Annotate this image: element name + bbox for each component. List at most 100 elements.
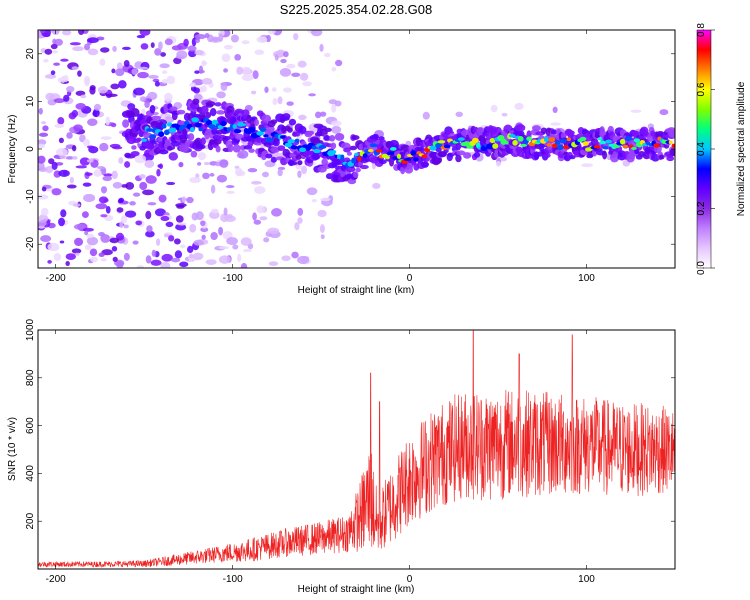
heatmap-cell [158, 149, 169, 155]
heatmap-cell [602, 150, 608, 160]
heatmap-cell [86, 145, 95, 149]
heatmap-cell [443, 144, 451, 149]
heatmap-cell [437, 140, 446, 144]
heatmap-cell [320, 197, 331, 202]
heatmap-cell [105, 205, 111, 214]
heatmap-cell [162, 70, 168, 74]
heatmap-cell [241, 40, 250, 45]
heatmap-cell [200, 105, 209, 115]
heatmap-cell [346, 151, 352, 156]
snr-panel: -200 -100 0 100 200 400 600 800 1000 Height of … [7, 318, 676, 595]
heatmap-cell [396, 153, 402, 159]
heatmap-cell [187, 133, 195, 141]
heatmap-cell [105, 93, 118, 98]
heatmap-cell [234, 133, 244, 140]
heatmap-cell [421, 154, 428, 159]
colorbar-tick-label: 0.8 [696, 23, 707, 37]
heatmap-cell [99, 142, 109, 152]
heatmap-cell [84, 78, 90, 87]
heatmap-cell [456, 150, 466, 156]
heatmap-cell [42, 32, 51, 38]
heatmap-cell [53, 98, 65, 104]
heatmap-cell [112, 256, 118, 262]
heatmap-cell [582, 141, 589, 146]
heatmap-cell [250, 90, 257, 95]
heatmap-cell [158, 41, 163, 51]
heatmap-cell [150, 139, 157, 145]
y-tick-label: -20 [25, 237, 36, 252]
heatmap-cell [253, 219, 262, 225]
heatmap-cell [403, 157, 412, 162]
y-tick-label: 0 [25, 146, 36, 152]
heatmap-cell [57, 117, 65, 125]
snr-frame [37, 329, 676, 570]
heatmap-cell [189, 223, 197, 233]
heatmap-cell [254, 119, 260, 127]
heatmap-cell [319, 43, 324, 52]
heatmap-cell [352, 171, 359, 178]
heatmap-cell [297, 170, 302, 179]
heatmap-cell [299, 72, 309, 81]
heatmap-cell [110, 83, 120, 90]
heatmap-cell [543, 136, 549, 143]
heatmap-cell [100, 186, 108, 194]
heatmap-cell [201, 77, 213, 85]
heatmap-cell [160, 261, 171, 268]
heatmap-cell [492, 143, 499, 149]
heatmap-cell [45, 92, 55, 101]
heatmap-cell [139, 96, 147, 102]
heatmap-cell [214, 102, 222, 107]
heatmap-cell [263, 134, 269, 138]
y-tick-label: 400 [25, 465, 36, 482]
heatmap-cell [112, 181, 123, 189]
heatmap-cell [205, 259, 217, 266]
heatmap-cell [317, 209, 327, 218]
heatmap-cell [52, 38, 57, 45]
heatmap-cell [130, 108, 140, 117]
heatmap-cell [622, 144, 629, 149]
heatmap-cell [490, 104, 498, 113]
heatmap-cell [198, 128, 204, 132]
heatmap-cell [150, 259, 162, 266]
heatmap-cell [90, 256, 99, 263]
heatmap-cell [129, 201, 136, 206]
heatmap-cell [240, 66, 252, 76]
heatmap-cell [280, 58, 287, 64]
heatmap-cell [237, 150, 249, 159]
heatmap-cell [297, 217, 303, 224]
heatmap-cell [58, 137, 64, 144]
heatmap-cell [287, 160, 298, 166]
heatmap-cell [60, 75, 66, 84]
heatmap-cell [53, 62, 61, 66]
heatmap-cell [252, 70, 259, 80]
heatmap-cell [390, 147, 397, 151]
heatmap-cell [256, 131, 265, 136]
heatmap-cell [72, 156, 78, 160]
heatmap-cell [209, 108, 217, 117]
heatmap-cell [240, 237, 252, 246]
heatmap-cell [167, 145, 173, 151]
heatmap-cell [71, 248, 82, 254]
heatmap-cell [267, 30, 276, 35]
heatmap-cell [75, 165, 88, 169]
heatmap-cell [295, 165, 303, 170]
heatmap-cell [354, 152, 359, 157]
heatmap-cell [297, 207, 304, 216]
heatmap-cell [100, 258, 107, 262]
heatmap-cell [192, 98, 200, 105]
y-tick-label: 1000 [25, 318, 36, 341]
heatmap-cell [136, 137, 142, 142]
heatmap-cell [602, 146, 609, 150]
heatmap-cell [319, 111, 327, 117]
heatmap-cell [145, 230, 155, 238]
heatmap-cell [193, 239, 204, 246]
heatmap-cell [225, 214, 234, 219]
heatmap-cell [435, 147, 442, 153]
heatmap-cell [179, 261, 189, 268]
heatmap-cell [581, 163, 593, 168]
y-tick-label: 20 [25, 48, 36, 60]
heatmap-cell [624, 136, 632, 142]
heatmap-cell [265, 125, 275, 133]
heatmap-cell [93, 169, 102, 177]
heatmap-cell [420, 161, 429, 168]
